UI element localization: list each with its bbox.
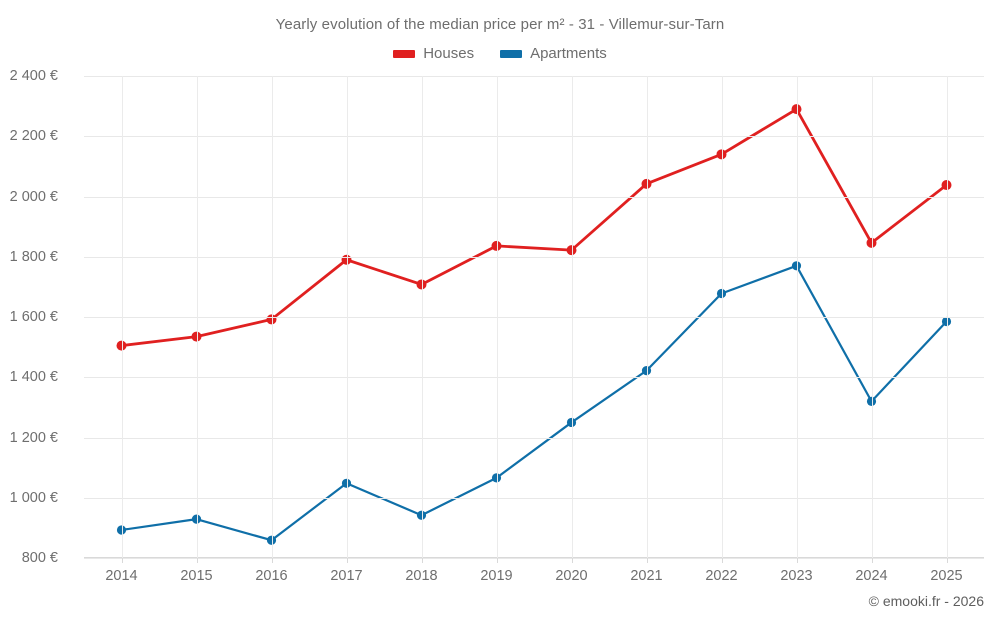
x-gridline xyxy=(346,76,348,558)
x-axis-label: 2022 xyxy=(705,568,738,584)
chart-title: Yearly evolution of the median price per… xyxy=(275,16,725,33)
x-axis-label: 2023 xyxy=(780,568,813,584)
x-gridline xyxy=(946,76,948,558)
x-axis-label: 2025 xyxy=(930,568,963,584)
y-axis-label: 2 000 € xyxy=(9,188,58,205)
x-gridline xyxy=(421,76,423,558)
chart-legend: Houses Apartments xyxy=(0,45,1000,62)
x-axis-label: 2019 xyxy=(480,568,513,584)
y-gridline xyxy=(84,76,984,77)
x-gridline xyxy=(796,76,798,558)
line-apartments xyxy=(120,264,948,542)
legend-swatch-apartments xyxy=(500,49,523,58)
x-gridline xyxy=(571,76,573,558)
x-tick-mark xyxy=(121,558,123,563)
x-tick-mark xyxy=(646,558,648,563)
y-axis-label: 1 000 € xyxy=(9,489,58,506)
x-gridline xyxy=(196,76,198,558)
x-tick-mark xyxy=(946,558,948,563)
x-axis-label: 2024 xyxy=(855,568,888,584)
x-tick-mark xyxy=(496,558,498,563)
legend-label: Apartments xyxy=(530,45,607,62)
x-axis-label: 2015 xyxy=(180,568,213,584)
x-tick-mark xyxy=(571,558,573,563)
y-axis-label: 1 600 € xyxy=(9,309,58,325)
y-axis-label: 800 € xyxy=(21,550,58,566)
x-axis-label: 2017 xyxy=(330,568,363,584)
y-gridline xyxy=(84,437,984,439)
legend-label: Houses xyxy=(423,45,475,62)
x-tick-mark xyxy=(196,558,198,563)
y-axis-label: 2 400 € xyxy=(9,68,58,84)
legend-item-houses[interactable]: Houses xyxy=(393,45,474,62)
y-gridline xyxy=(84,497,984,499)
y-gridline xyxy=(84,196,984,198)
x-axis-label: 2021 xyxy=(630,568,663,584)
x-gridline xyxy=(721,76,723,558)
x-gridline xyxy=(646,76,648,558)
plot-area: 800 € 1 000 € 1 200 € 1 400 € 1 600 € 1 800 €… xyxy=(10,68,984,584)
x-tick-mark xyxy=(871,558,873,563)
x-tick-mark xyxy=(796,558,798,563)
footer-credit: © emooki.fr - 2026 xyxy=(868,593,984,609)
x-tick-mark xyxy=(721,558,723,563)
x-gridline xyxy=(121,76,123,558)
y-gridline xyxy=(84,558,984,559)
x-gridline xyxy=(271,76,273,558)
x-tick-mark xyxy=(271,558,273,563)
y-gridline xyxy=(84,136,984,138)
legend-item-apartments[interactable]: Apartments xyxy=(500,45,607,62)
x-tick-mark xyxy=(421,558,423,563)
x-axis-label: 2018 xyxy=(405,568,438,584)
x-axis-label: 2014 xyxy=(105,568,138,584)
legend-swatch-houses xyxy=(393,49,416,58)
x-gridline xyxy=(496,76,498,558)
y-axis-label: 2 200 € xyxy=(9,128,58,145)
x-axis-label: 2020 xyxy=(555,568,588,584)
y-axis-label: 1 200 € xyxy=(9,429,58,446)
line-houses xyxy=(120,107,948,348)
y-gridline xyxy=(84,317,984,318)
data-point-apartments-2016[interactable] xyxy=(266,535,277,545)
x-axis-label: 2016 xyxy=(255,568,288,584)
y-axis-label: 1 400 € xyxy=(9,369,58,386)
y-axis-label: 1 800 € xyxy=(9,248,58,265)
y-gridline xyxy=(84,377,984,379)
y-gridline xyxy=(84,256,984,258)
x-tick-mark xyxy=(346,558,348,563)
x-gridline xyxy=(871,76,873,558)
x-axis-line xyxy=(84,557,984,558)
